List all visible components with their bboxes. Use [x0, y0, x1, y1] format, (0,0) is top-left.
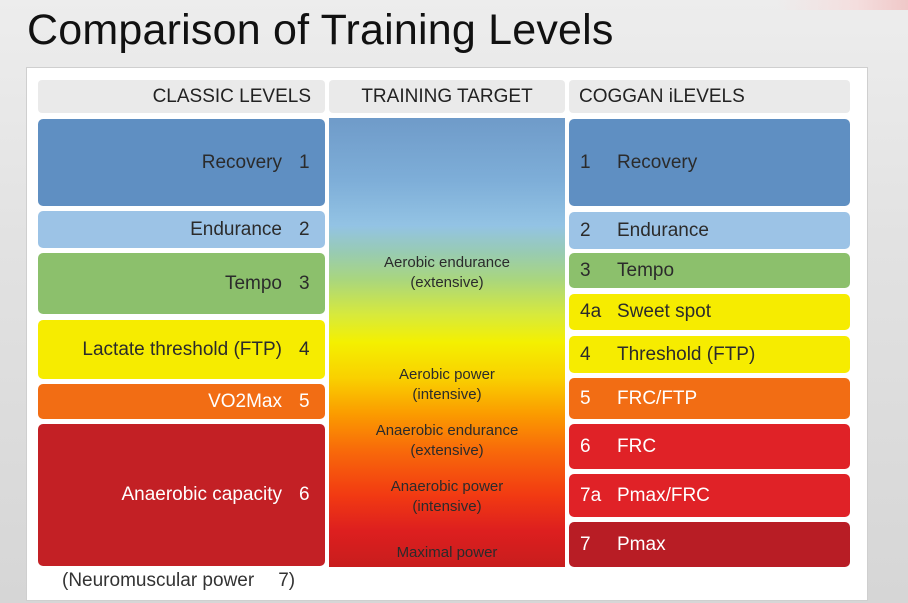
classic-level-label: Recovery	[201, 151, 282, 173]
classic-level-number: 5	[299, 390, 310, 412]
coggan-level-recovery: 1 Recovery	[569, 119, 850, 206]
classic-level-vo2max: VO2Max 5	[38, 384, 325, 419]
classic-level-tempo: Tempo 3	[38, 253, 325, 314]
classic-level-threshold: Lactate threshold (FTP) 4	[38, 320, 325, 379]
coggan-level-number: 4a	[580, 301, 602, 322]
header-training-target: TRAINING TARGET	[329, 80, 565, 113]
coggan-level-number: 6	[580, 435, 591, 457]
coggan-level-label: Sweet spot	[617, 301, 711, 322]
coggan-level-number: 1	[580, 151, 591, 173]
classic-level-number: 6	[299, 484, 310, 505]
classic-level-number: 2	[299, 218, 310, 240]
target-maximal-power: Maximal power	[329, 543, 565, 563]
coggan-level-number: 4	[580, 343, 591, 365]
classic-level-label: VO2Max	[208, 390, 282, 412]
coggan-level-endurance: 2 Endurance	[569, 212, 850, 249]
target-anaerobic-endurance: Anaerobic endurance (extensive)	[329, 421, 565, 461]
coggan-level-label: FRC/FTP	[617, 387, 698, 409]
slide-title: Comparison of Training Levels	[27, 6, 614, 54]
footnote-neuromuscular: (Neuromuscular power 7)	[62, 570, 295, 592]
classic-level-number: 4	[299, 338, 310, 360]
training-target-gradient	[329, 118, 565, 567]
classic-level-label: Anaerobic capacity	[121, 484, 282, 505]
coggan-level-label: Tempo	[617, 259, 675, 281]
classic-level-anaerobic-capacity: Anaerobic capacity 6	[38, 424, 325, 566]
footnote-label: (Neuromuscular power	[62, 570, 255, 591]
target-aerobic-endurance: Aerobic endurance (extensive)	[329, 253, 565, 293]
coggan-level-number: 7a	[580, 484, 602, 506]
classic-level-label: Lactate threshold (FTP)	[82, 338, 282, 360]
corner-accent-bar	[778, 0, 908, 10]
coggan-level-label: FRC	[617, 435, 657, 457]
coggan-level-label: Threshold (FTP)	[617, 343, 756, 365]
coggan-level-sweet-spot: 4a Sweet spot	[569, 294, 850, 330]
target-subline: (extensive)	[410, 442, 484, 459]
classic-level-recovery: Recovery 1	[38, 119, 325, 206]
classic-level-number: 3	[299, 272, 310, 294]
coggan-level-label: Pmax/FRC	[617, 484, 710, 506]
target-line: Maximal power	[396, 544, 498, 561]
target-line: Anaerobic power	[390, 478, 504, 495]
target-subline: (intensive)	[412, 498, 482, 515]
coggan-level-number: 3	[580, 259, 591, 281]
target-subline: (intensive)	[412, 386, 482, 403]
coggan-level-tempo: 3 Tempo	[569, 253, 850, 288]
coggan-level-label: Pmax	[617, 533, 666, 555]
target-aerobic-power: Aerobic power (intensive)	[329, 365, 565, 405]
target-anaerobic-power: Anaerobic power (intensive)	[329, 477, 565, 517]
footnote-number: 7)	[278, 570, 296, 591]
coggan-level-label: Endurance	[617, 219, 709, 241]
classic-level-label: Tempo	[224, 272, 282, 294]
target-line: Aerobic power	[399, 366, 495, 383]
target-line: Anaerobic endurance	[375, 422, 519, 439]
header-coggan-levels: COGGAN iLEVELS	[569, 80, 850, 113]
target-line: Aerobic endurance	[384, 254, 510, 271]
coggan-level-threshold: 4 Threshold (FTP)	[569, 336, 850, 373]
coggan-level-pmax-frc: 7a Pmax/FRC	[569, 474, 850, 517]
coggan-level-number: 2	[580, 219, 591, 241]
classic-level-number: 1	[299, 151, 310, 173]
coggan-level-number: 7	[580, 533, 591, 555]
coggan-level-frc-ftp: 5 FRC/FTP	[569, 378, 850, 419]
classic-level-endurance: Endurance 2	[38, 211, 325, 248]
coggan-level-frc: 6 FRC	[569, 424, 850, 469]
coggan-level-label: Recovery	[617, 151, 698, 173]
classic-level-label: Endurance	[190, 218, 282, 240]
coggan-level-pmax: 7 Pmax	[569, 522, 850, 567]
header-classic-levels: CLASSIC LEVELS	[38, 80, 325, 113]
coggan-level-number: 5	[580, 387, 591, 409]
target-subline: (extensive)	[410, 274, 484, 291]
